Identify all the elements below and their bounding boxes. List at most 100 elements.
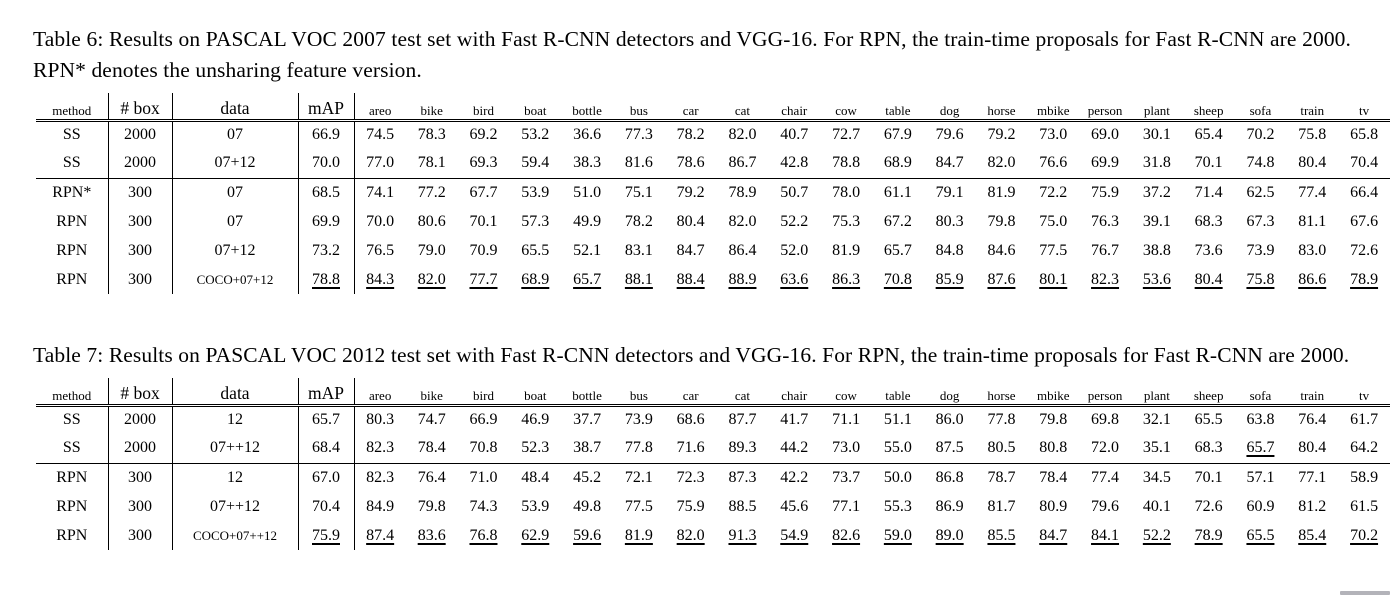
ap-value-cell: 59.4: [509, 149, 562, 179]
method-cell: RPN*: [36, 178, 109, 207]
ap-value-cell: 72.7: [832, 126, 861, 144]
map-cell: 69.9: [298, 207, 355, 236]
header-row: method # box data mAP areo bike bird boat bottle…: [36, 378, 1390, 407]
ap-value-cell: 70.2: [1246, 126, 1275, 144]
ap-value-cell: 85.4: [1298, 526, 1327, 544]
table-row: RPN 300 07 69.9 70.0 80.6 70.1 57.3 49.9 78.2 80.4…: [36, 207, 1390, 236]
class-column-header: dog: [923, 93, 976, 122]
class-column-header: sheep: [1182, 378, 1235, 407]
class-column-header: cat: [716, 93, 769, 122]
train-data-cell: 12: [172, 463, 299, 492]
ap-value-cell: 84.7: [676, 241, 705, 259]
num-boxes-cell: 300: [108, 207, 173, 236]
method-cell: SS: [36, 434, 109, 464]
ap-value-cell: 58.9: [1350, 468, 1379, 486]
ap-value-cell: 54.9: [780, 526, 809, 544]
ap-value-cell: 68.9: [871, 149, 924, 179]
ap-value-cell: 53.9: [521, 183, 550, 201]
ap-value-cell: 91.3: [728, 526, 757, 544]
table7-header: method # box data mAP areo bike bird boat bottle…: [36, 378, 1390, 407]
ap-value-cell: 65.7: [573, 270, 602, 288]
train-data-cell: COCO+07+12: [172, 265, 299, 294]
ap-value-cell: 70.2: [1350, 526, 1379, 544]
ap-value-cell: 77.7: [469, 270, 498, 288]
column-header: # box: [108, 378, 173, 407]
ap-value-cell: 84.7: [1039, 526, 1068, 544]
ap-value-cell: 72.1: [624, 468, 653, 486]
ap-value-cell: 46.9: [521, 411, 550, 429]
map-cell: 75.9: [298, 521, 355, 550]
ap-value-cell: 80.4: [676, 212, 705, 230]
ap-value-cell: 79.6: [1091, 497, 1120, 515]
ap-value-cell: 82.0: [417, 270, 446, 288]
ap-value-cell: 76.8: [469, 526, 498, 544]
map-cell: 70.0: [298, 149, 355, 179]
ap-value-cell: 77.5: [624, 497, 653, 515]
ap-value-cell: 70.8: [457, 434, 510, 464]
ap-value-cell: 83.6: [417, 526, 446, 544]
ap-value-cell: 79.1: [935, 183, 964, 201]
ap-value-cell: 37.2: [1142, 183, 1171, 201]
ap-value-cell: 86.7: [716, 149, 769, 179]
ap-value-cell: 81.7: [987, 497, 1016, 515]
ap-value-cell: 67.7: [469, 183, 498, 201]
ap-value-cell: 79.8: [1039, 411, 1068, 429]
class-column-header: areo: [354, 93, 406, 122]
ap-value-cell: 87.6: [987, 270, 1016, 288]
ap-value-cell: 78.4: [405, 434, 458, 464]
ap-value-cell: 64.2: [1338, 434, 1390, 464]
ap-value-cell: 40.1: [1142, 497, 1171, 515]
ap-value-cell: 78.1: [405, 149, 458, 179]
class-column-header: areo: [354, 378, 406, 407]
ap-value-cell: 77.8: [612, 434, 665, 464]
ap-value-cell: 84.7: [923, 149, 976, 179]
ap-value-cell: 65.8: [1350, 126, 1379, 144]
ap-value-cell: 80.4: [1194, 270, 1223, 288]
map-cell: 67.0: [298, 463, 355, 492]
ap-value-cell: 55.3: [883, 497, 912, 515]
ap-value-cell: 30.1: [1142, 126, 1171, 144]
ap-value-cell: 77.0: [354, 149, 406, 179]
ap-value-cell: 82.6: [832, 526, 861, 544]
ap-value-cell: 86.0: [935, 411, 964, 429]
column-header: method: [36, 378, 109, 407]
ap-value-cell: 72.6: [1350, 241, 1379, 259]
class-column-header: cat: [716, 378, 769, 407]
ap-value-cell: 49.9: [573, 212, 602, 230]
ap-value-cell: 74.3: [469, 497, 498, 515]
ap-value-cell: 81.9: [832, 241, 861, 259]
class-column-header: car: [664, 378, 717, 407]
ap-value-cell: 45.2: [573, 468, 602, 486]
ap-value-cell: 77.8: [987, 411, 1016, 429]
ap-value-cell: 82.0: [728, 126, 757, 144]
class-column-header: person: [1079, 378, 1131, 407]
class-column-header: bottle: [561, 378, 613, 407]
ap-value-cell: 72.3: [676, 468, 705, 486]
class-column-header: tv: [1338, 378, 1390, 407]
ap-value-cell: 68.6: [676, 411, 705, 429]
ap-value-cell: 77.2: [417, 183, 446, 201]
ap-value-cell: 78.2: [624, 212, 653, 230]
ap-value-cell: 78.7: [987, 468, 1016, 486]
map-cell: 73.2: [298, 236, 355, 265]
ap-value-cell: 69.8: [1091, 411, 1120, 429]
ap-value-cell: 57.3: [521, 212, 550, 230]
ap-value-cell: 74.1: [366, 183, 395, 201]
scrollbar-thumb[interactable]: [1340, 591, 1390, 595]
ap-value-cell: 76.6: [1027, 149, 1080, 179]
class-column-header: cow: [820, 93, 872, 122]
ap-value-cell: 86.6: [1298, 270, 1327, 288]
ap-value-cell: 65.5: [1246, 526, 1275, 544]
ap-value-cell: 86.4: [728, 241, 757, 259]
column-header: data: [172, 378, 299, 407]
ap-value-cell: 70.1: [469, 212, 498, 230]
ap-value-cell: 61.1: [883, 183, 912, 201]
ap-value-cell: 65.5: [1194, 411, 1223, 429]
ap-value-cell: 51.0: [573, 183, 602, 201]
table-row: SS 2000 12 65.7 80.3 74.7 66.9 46.9 37.7 73.9 68.6…: [36, 405, 1390, 434]
ap-value-cell: 78.0: [832, 183, 861, 201]
train-data-cell: 07: [172, 178, 299, 207]
ap-value-cell: 71.4: [1194, 183, 1223, 201]
ap-value-cell: 88.9: [728, 270, 757, 288]
